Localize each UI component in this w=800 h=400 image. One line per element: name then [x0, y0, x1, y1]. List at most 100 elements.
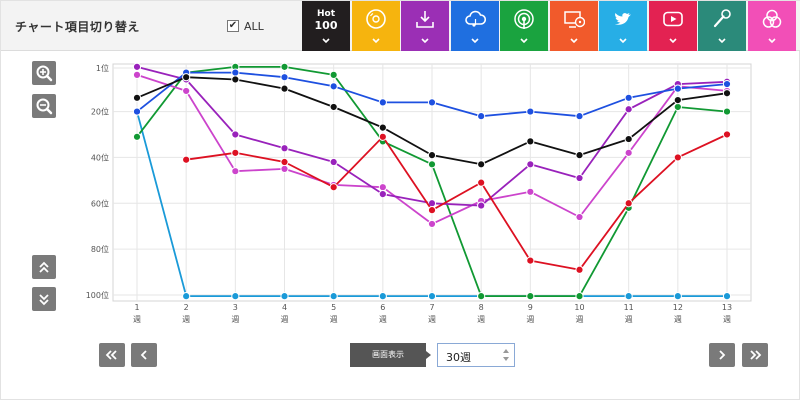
data-point-twitter — [378, 292, 387, 301]
series-line-lookup — [186, 133, 728, 271]
circles-icon — [762, 9, 781, 28]
hot100-label-top: Hot — [316, 9, 336, 19]
data-point-gyao — [132, 70, 142, 79]
radio-broadcast-icon — [514, 9, 534, 29]
data-point-lookup — [673, 153, 682, 162]
week-range-select[interactable]: 30週 — [437, 343, 515, 367]
chevron-right-icon — [719, 350, 726, 360]
x-tick-label: 1 — [134, 303, 139, 312]
data-point-streaming — [231, 68, 240, 77]
x-tick-unit: 週 — [625, 315, 633, 324]
youtube-play-icon — [662, 11, 683, 27]
x-tick-unit: 週 — [576, 315, 584, 324]
zoom-out-icon — [36, 98, 53, 115]
next-page-button[interactable] — [709, 343, 735, 367]
prev-page-button[interactable] — [131, 343, 157, 367]
x-tick-label: 12 — [673, 303, 683, 312]
data-point-radio — [575, 292, 584, 301]
y-tick-label: 1位 — [96, 63, 109, 73]
data-point-twitter — [231, 292, 240, 301]
data-point-gyao — [526, 187, 535, 196]
data-point-streaming — [132, 107, 142, 116]
data-point-gyao — [231, 167, 240, 176]
zoom-in-button[interactable] — [32, 61, 56, 85]
data-point-hot100 — [575, 151, 584, 160]
category-button-streaming[interactable] — [450, 1, 499, 51]
zoom-out-button[interactable] — [32, 94, 56, 118]
data-point-twitter — [329, 292, 338, 301]
cloud-music-icon — [464, 10, 486, 27]
category-button-youtube[interactable] — [648, 1, 697, 51]
data-point-gyao — [280, 164, 289, 173]
data-point-streaming — [575, 112, 584, 121]
data-point-hot100 — [132, 93, 142, 102]
chevron-down-icon — [470, 38, 479, 44]
x-tick-unit: 週 — [182, 315, 190, 324]
data-point-hot100 — [329, 102, 338, 112]
y-tick-label: 100位 — [86, 290, 109, 300]
data-point-twitter — [624, 292, 633, 301]
category-button-twitter[interactable] — [599, 1, 647, 51]
x-tick-label: 6 — [380, 303, 385, 312]
data-point-radio — [673, 102, 682, 112]
data-point-download — [477, 201, 486, 210]
data-point-streaming — [280, 73, 289, 82]
series-twitter — [132, 107, 732, 301]
spinner-icon — [503, 349, 509, 361]
all-checkbox[interactable]: ✔ ALL — [227, 18, 264, 34]
first-page-button[interactable] — [99, 343, 125, 367]
data-point-lookup — [280, 157, 289, 167]
data-point-radio — [477, 292, 486, 301]
scroll-top-button[interactable] — [32, 255, 56, 279]
category-button-karaoke[interactable] — [698, 1, 746, 51]
category-button-gyao[interactable] — [747, 1, 796, 51]
data-point-hot100 — [673, 96, 682, 105]
display-label: 画面表示 — [350, 343, 431, 367]
data-point-radio — [329, 70, 338, 79]
monitor-disc-icon — [563, 11, 585, 28]
data-point-streaming — [722, 79, 732, 89]
chevron-down-icon — [718, 38, 726, 44]
double-chevron-up-icon — [39, 261, 49, 273]
cd-disc-icon — [365, 9, 386, 29]
data-point-hot100 — [182, 73, 191, 82]
data-point-download — [526, 160, 535, 169]
data-point-radio — [722, 107, 732, 116]
data-point-download — [280, 144, 289, 153]
x-tick-unit: 週 — [281, 315, 289, 324]
x-tick-label: 5 — [331, 303, 336, 312]
x-tick-unit: 週 — [674, 315, 682, 324]
chevron-down-icon — [619, 38, 627, 44]
zoom-in-icon — [36, 65, 53, 82]
data-point-streaming — [378, 98, 387, 107]
data-point-gyao — [378, 183, 387, 192]
x-tick-label: 4 — [282, 303, 287, 312]
category-button-cd[interactable] — [351, 1, 400, 51]
chevron-down-icon — [668, 38, 677, 44]
download-icon — [416, 11, 434, 28]
category-button-radio[interactable] — [500, 1, 548, 51]
y-tick-label: 20位 — [91, 107, 109, 117]
category-button-lookup[interactable] — [549, 1, 598, 51]
data-point-hot100 — [526, 137, 535, 146]
last-page-button[interactable] — [742, 343, 768, 367]
series-lookup — [182, 130, 732, 274]
scroll-bottom-button[interactable] — [32, 287, 56, 311]
data-point-hot100 — [231, 75, 240, 84]
x-tick-unit: 週 — [379, 315, 387, 324]
data-point-hot100 — [477, 160, 486, 169]
data-point-lookup — [182, 155, 191, 164]
data-point-lookup — [575, 265, 584, 274]
data-point-download — [624, 105, 633, 114]
chart-item-toolbar: チャート項目切り替え ✔ ALL Hot 100 — [1, 1, 800, 51]
chevron-down-icon — [421, 38, 429, 44]
y-tick-label: 80位 — [91, 244, 109, 254]
data-point-lookup — [624, 199, 633, 208]
category-button-download[interactable] — [401, 1, 449, 51]
data-point-lookup — [231, 148, 240, 157]
data-point-hot100 — [280, 84, 289, 93]
data-point-hot100 — [624, 134, 633, 144]
category-button-hot100[interactable]: Hot 100 — [302, 1, 350, 51]
